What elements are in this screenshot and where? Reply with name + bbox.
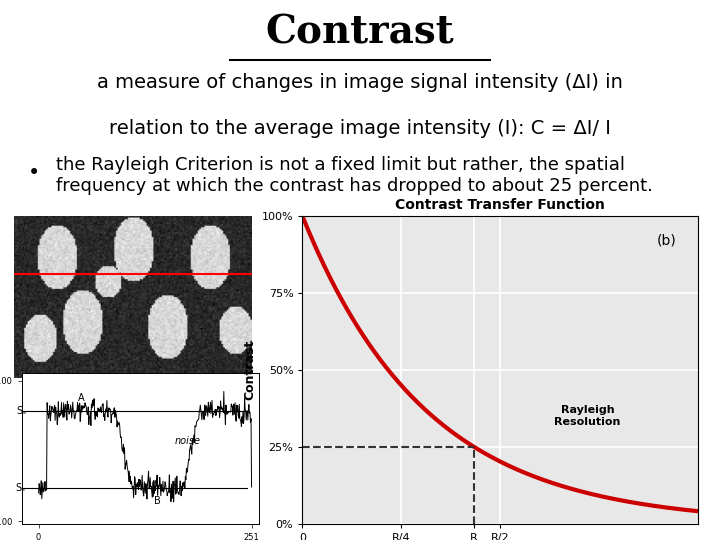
Text: Rayleigh
Resolution: Rayleigh Resolution <box>554 405 621 427</box>
Text: •: • <box>28 163 40 184</box>
Text: noise: noise <box>174 436 200 447</box>
Text: the Rayleigh Criterion is not a fixed limit but rather, the spatial
frequency at: the Rayleigh Criterion is not a fixed li… <box>56 157 653 195</box>
Text: Sₑ: Sₑ <box>16 483 26 493</box>
Text: relation to the average image intensity (I): C = ΔI/ I: relation to the average image intensity … <box>109 119 611 138</box>
Text: (b): (b) <box>657 234 677 248</box>
Y-axis label: Contrast: Contrast <box>243 340 256 400</box>
Text: B: B <box>154 496 161 507</box>
Text: Contrast: Contrast <box>266 14 454 51</box>
Title: Contrast Transfer Function: Contrast Transfer Function <box>395 198 606 212</box>
Text: Sₐ: Sₐ <box>16 406 26 416</box>
Text: a measure of changes in image signal intensity (ΔI) in: a measure of changes in image signal int… <box>97 73 623 92</box>
Text: A: A <box>78 393 84 403</box>
